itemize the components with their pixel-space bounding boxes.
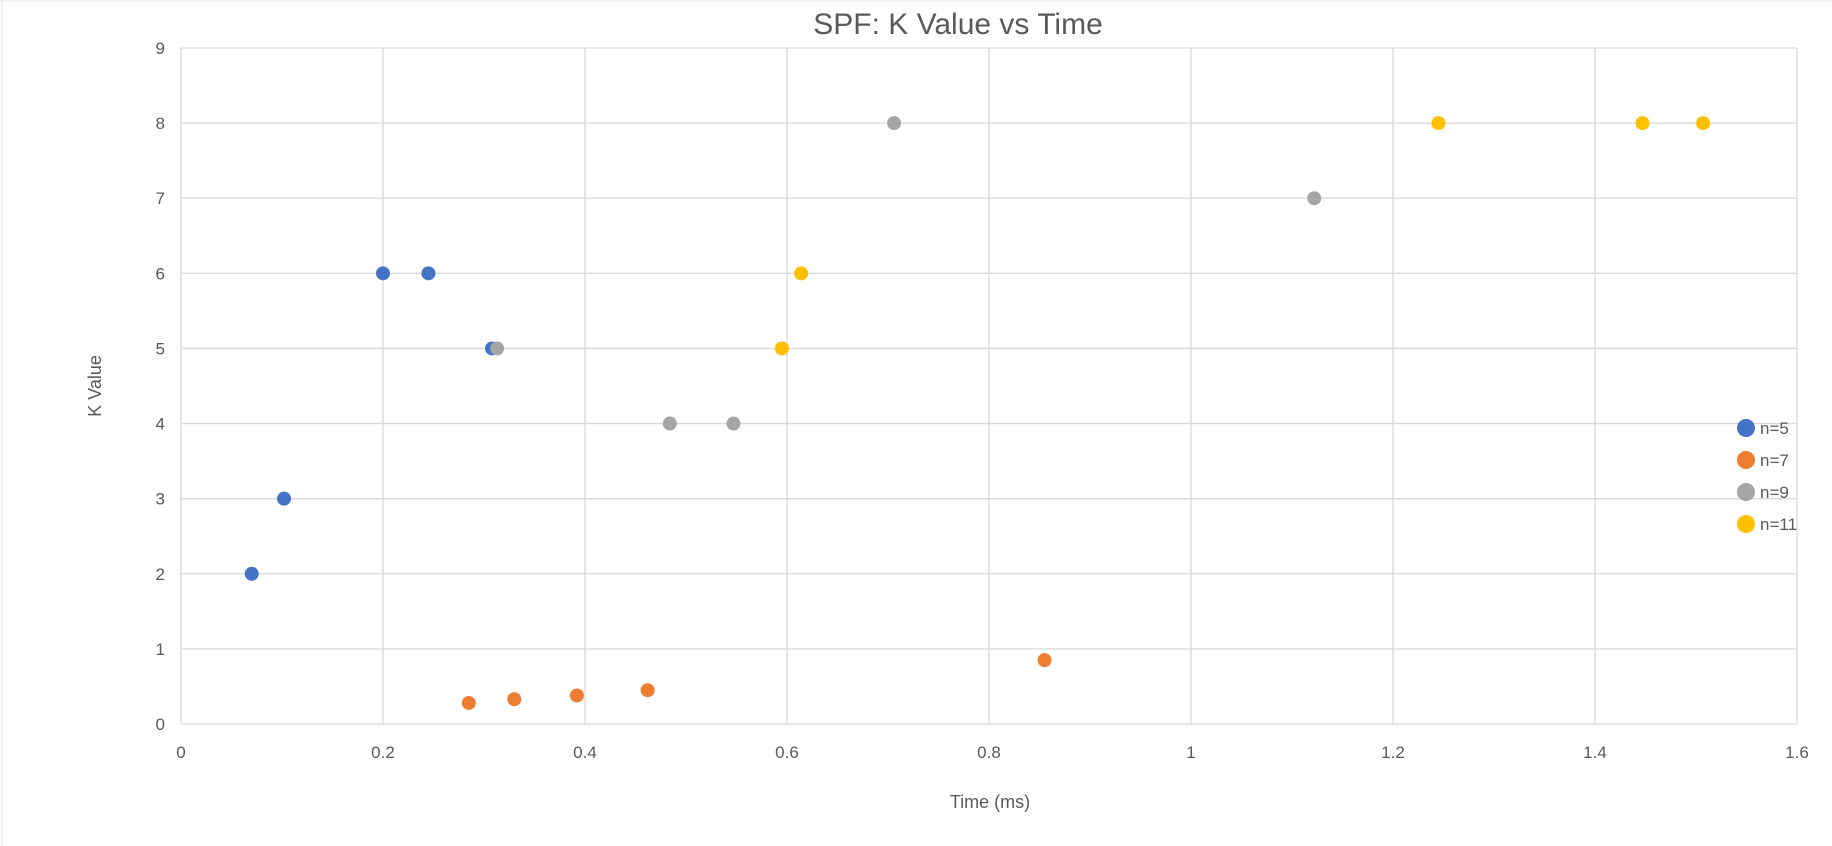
data-point [640, 683, 655, 698]
y-tick-label: 6 [156, 264, 165, 283]
data-point [421, 266, 436, 281]
y-tick-label: 0 [156, 715, 165, 734]
x-tick-label: 1.2 [1381, 743, 1405, 762]
data-point [794, 266, 809, 281]
y-axis-title: K Value [85, 355, 105, 417]
legend-label: n=5 [1760, 419, 1789, 438]
data-point [1307, 191, 1322, 206]
x-tick-label: 0.8 [977, 743, 1001, 762]
legend-marker [1737, 515, 1755, 533]
legend-marker [1737, 483, 1755, 501]
data-point [1037, 653, 1052, 668]
legend-marker [1737, 451, 1755, 469]
legend-label: n=7 [1760, 451, 1789, 470]
chart-title: SPF: K Value vs Time [813, 8, 1103, 41]
y-tick-label: 5 [156, 339, 165, 358]
y-tick-label: 9 [156, 39, 165, 58]
x-tick-label: 0.6 [775, 743, 799, 762]
x-tick-label: 1.6 [1785, 743, 1809, 762]
x-tick-label: 0.4 [573, 743, 597, 762]
y-tick-label: 2 [156, 565, 165, 584]
tick-labels: 0 1 2 3 4 5 6 7 8 9 0 0.2 0.4 0.6 0.8 1 1.2 1.4 1.6 [156, 39, 1809, 762]
legend-label: n=9 [1760, 483, 1789, 502]
data-point [461, 695, 476, 710]
y-tick-label: 1 [156, 640, 165, 659]
legend-marker [1737, 419, 1755, 437]
data-points [244, 116, 1711, 710]
data-point [1696, 116, 1711, 131]
data-point [887, 116, 902, 131]
data-point [726, 416, 741, 431]
x-axis-title: Time (ms) [950, 792, 1030, 812]
y-tick-label: 8 [156, 114, 165, 133]
series-n=5 [244, 266, 500, 581]
x-tick-label: 1.4 [1583, 743, 1607, 762]
gridlines [180, 47, 1798, 725]
data-point [1635, 116, 1650, 131]
x-tick-label: 0 [176, 743, 185, 762]
data-point [277, 491, 292, 506]
y-tick-label: 3 [156, 490, 165, 509]
data-point [569, 688, 584, 703]
legend: n=5 n=7 n=9 n=11 [1737, 419, 1797, 534]
data-point [376, 266, 390, 281]
data-point [490, 341, 505, 356]
data-point [507, 692, 522, 707]
legend-label: n=11 [1760, 515, 1797, 534]
y-tick-label: 7 [156, 189, 165, 208]
x-tick-label: 1 [1186, 743, 1195, 762]
series-n=9 [490, 116, 1322, 431]
series-n=11 [774, 116, 1711, 356]
data-point [1431, 116, 1446, 131]
data-point [662, 416, 677, 431]
x-tick-label: 0.2 [371, 743, 395, 762]
data-point [774, 341, 789, 356]
y-tick-label: 4 [156, 415, 165, 434]
series-n=7 [461, 653, 1052, 710]
data-point [244, 566, 259, 581]
